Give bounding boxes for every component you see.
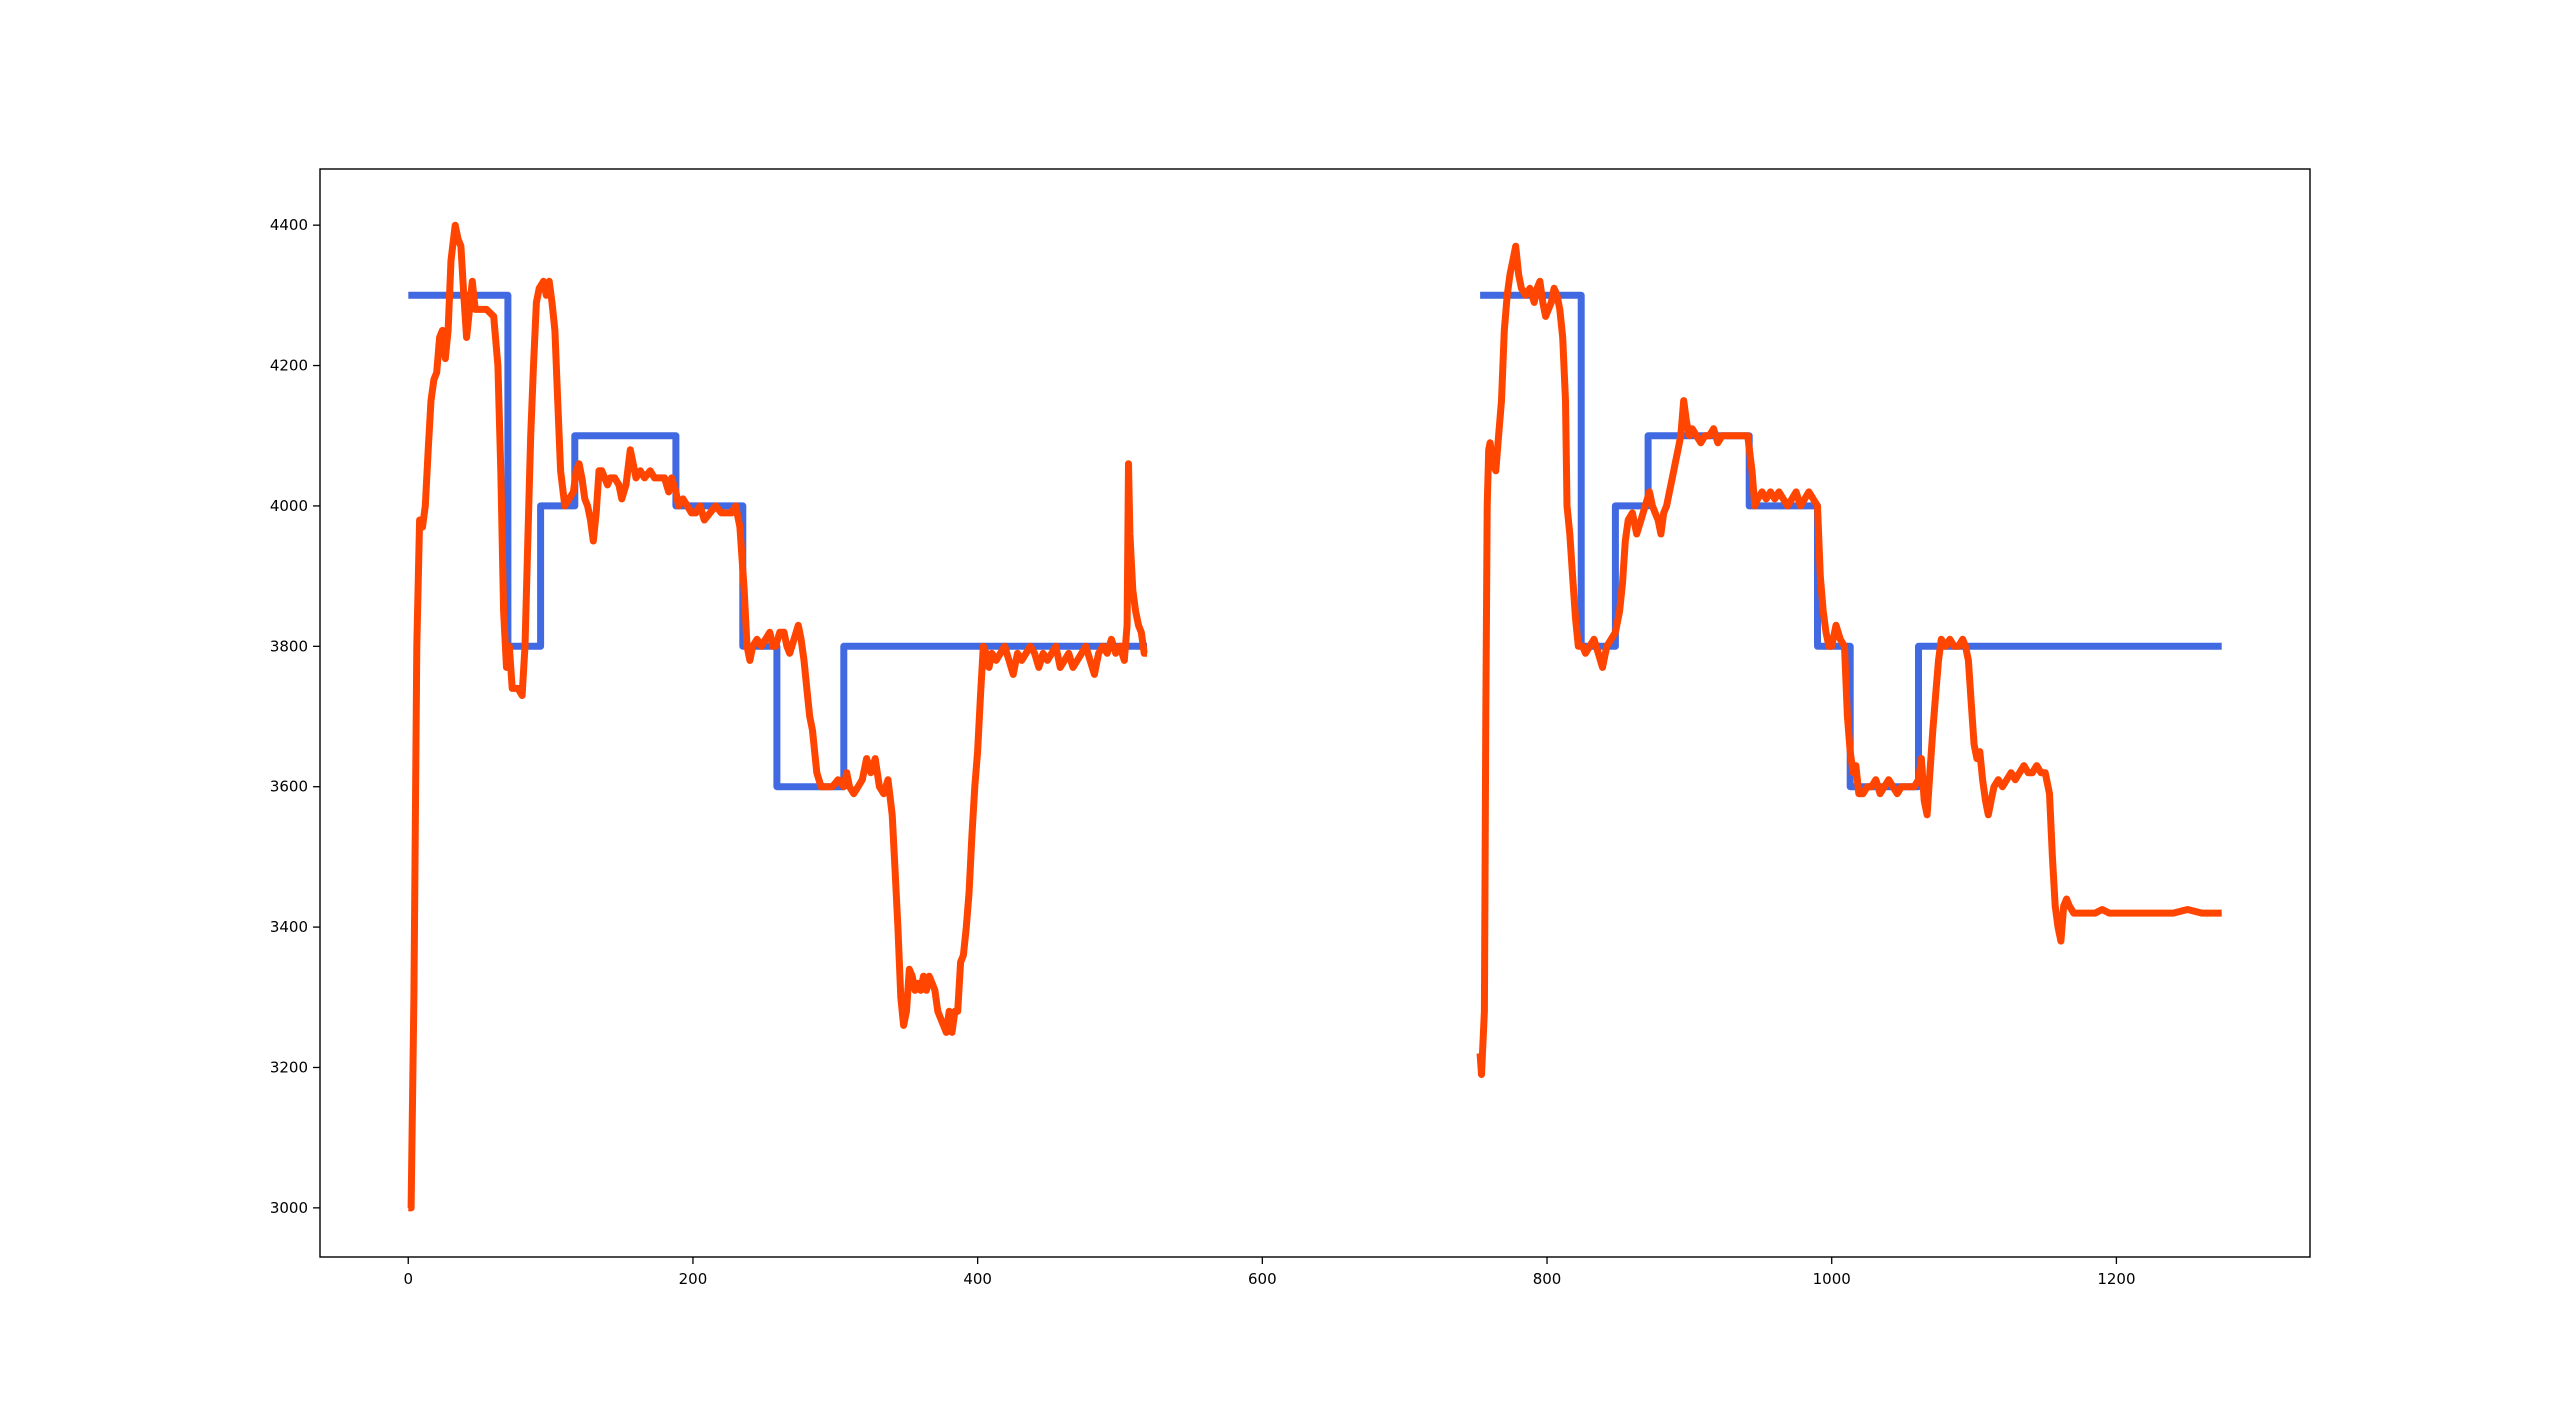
y-tick-label: 3600 — [270, 778, 308, 796]
x-axis: 0 200 400 600 800 1000 1200 — [403, 1257, 2136, 1288]
y-tick-label: 4200 — [270, 357, 308, 375]
y-tick-label: 3800 — [270, 637, 308, 655]
x-tick-label: 1200 — [2097, 1270, 2135, 1288]
series-lines — [407, 221, 2222, 1212]
y-tick-label: 3000 — [270, 1199, 308, 1217]
series-2-segment-1 — [407, 221, 1148, 1212]
x-tick-label: 400 — [963, 1270, 992, 1288]
y-axis: 3000 3200 3400 3600 3800 4000 4200 4400 — [270, 216, 320, 1217]
series-2-segment-2 — [1476, 242, 2222, 1078]
y-tick-label: 3400 — [270, 918, 308, 936]
x-tick-label: 1000 — [1813, 1270, 1851, 1288]
y-tick-label: 3200 — [270, 1058, 308, 1076]
x-tick-label: 0 — [403, 1270, 413, 1288]
y-tick-label: 4000 — [270, 497, 308, 515]
plot-area — [319, 168, 2311, 1258]
x-tick-label: 800 — [1533, 1270, 1562, 1288]
x-tick-label: 200 — [679, 1270, 708, 1288]
y-tick-label: 4400 — [270, 216, 308, 234]
x-tick-label: 600 — [1248, 1270, 1277, 1288]
